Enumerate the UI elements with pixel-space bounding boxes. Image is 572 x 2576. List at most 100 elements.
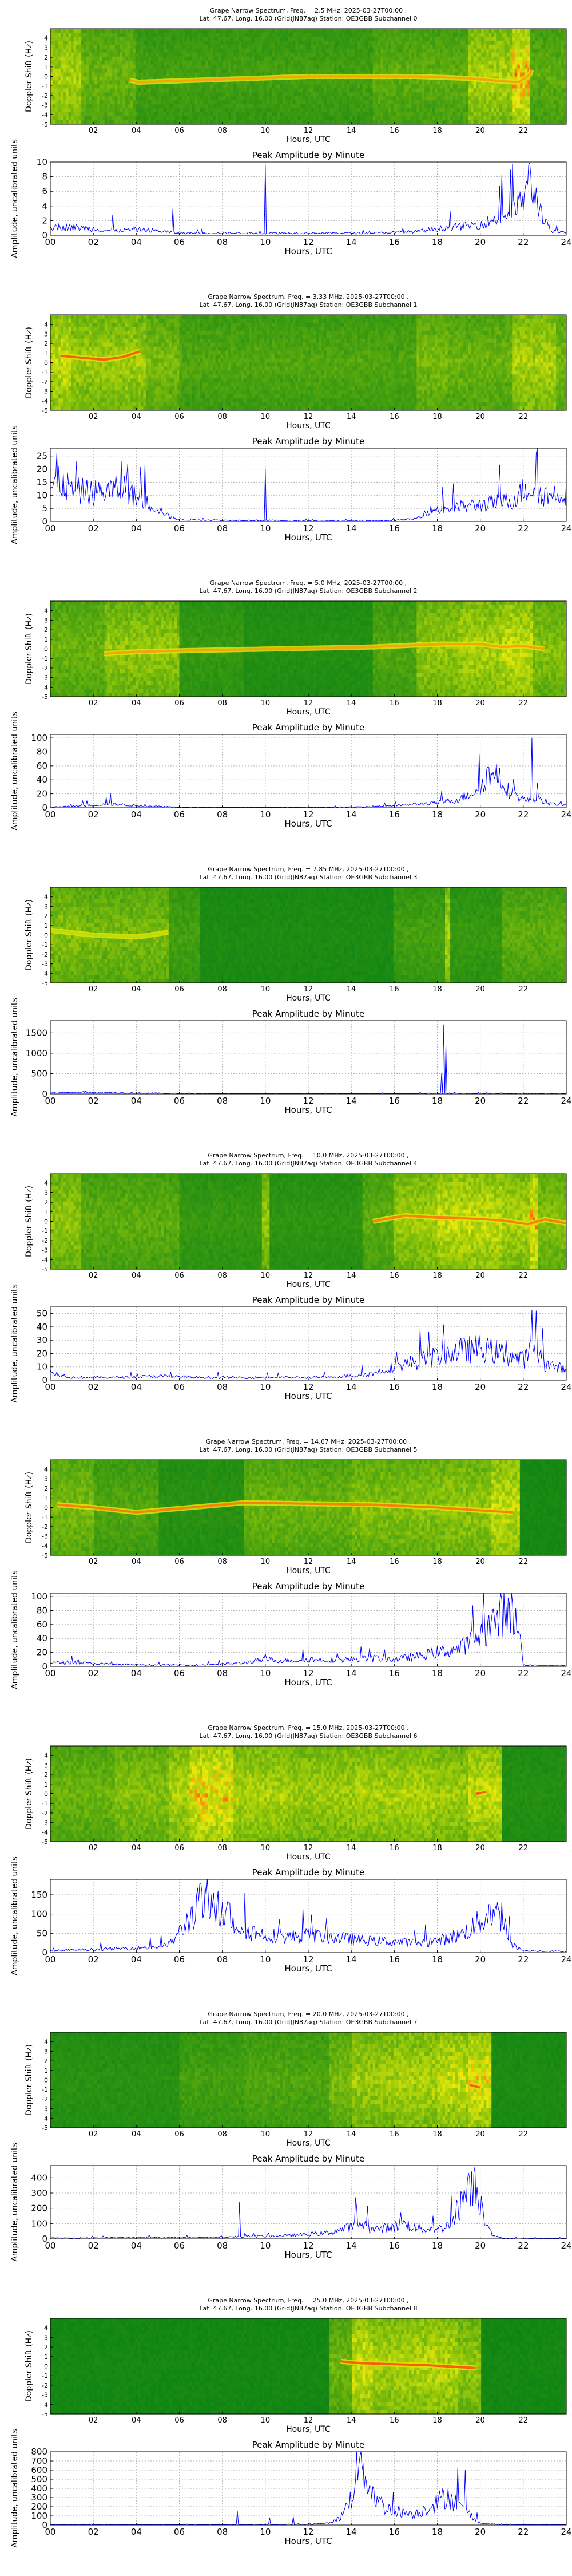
spectrum-cell bbox=[110, 45, 113, 49]
spectrum-cell bbox=[233, 69, 236, 73]
spectrum-cell bbox=[308, 49, 311, 53]
spectrum-cell bbox=[244, 65, 247, 69]
spectrum-cell bbox=[166, 41, 169, 45]
spectrum-cell bbox=[300, 96, 303, 101]
spectrum-cell bbox=[66, 80, 69, 85]
spectrum-cell bbox=[110, 108, 113, 113]
spectrum-cell bbox=[92, 69, 94, 73]
spectrum-cell bbox=[277, 104, 280, 109]
spectrum-cell bbox=[185, 29, 188, 33]
spectrum-cell bbox=[197, 116, 200, 121]
spectrum-cell bbox=[182, 33, 185, 37]
spectrum-cell bbox=[172, 49, 174, 53]
spectrum-cell bbox=[223, 116, 226, 121]
spectrum-cell bbox=[76, 29, 79, 33]
spectrum-cell bbox=[53, 88, 56, 93]
spectrum-cell bbox=[285, 88, 288, 93]
spectrum-cell bbox=[308, 57, 311, 61]
spectrum-cell bbox=[55, 61, 58, 65]
spectrum-cell bbox=[195, 84, 198, 89]
spectrum-cell bbox=[76, 61, 79, 65]
spectrum-title: Grape Narrow Spectrum, Freq. = 2.5 MHz, … bbox=[210, 7, 407, 14]
spectrum-cell bbox=[257, 29, 260, 33]
spectrum-cell bbox=[172, 53, 174, 57]
spectrum-cell bbox=[102, 104, 105, 109]
spectrum-cell bbox=[136, 57, 138, 61]
spectrum-cell bbox=[298, 61, 301, 65]
spectrum-cell bbox=[208, 112, 210, 117]
spectrum-cell bbox=[133, 53, 136, 57]
spectrum-cell bbox=[298, 29, 301, 33]
spectrum-cell bbox=[66, 53, 69, 57]
spectrum-cell bbox=[202, 100, 205, 105]
spectrum-cell bbox=[97, 45, 100, 49]
spectrum-cell bbox=[164, 65, 166, 69]
spectrum-cell bbox=[295, 84, 298, 89]
spectrum-cell bbox=[269, 80, 272, 85]
spectrum-cell bbox=[283, 53, 285, 57]
spectrum-cell bbox=[105, 92, 108, 97]
spectrum-cell bbox=[120, 104, 123, 109]
spectrum-cell bbox=[92, 88, 94, 93]
spectrum-cell bbox=[200, 49, 203, 53]
spectrum-cell bbox=[197, 104, 200, 109]
spectrum-cell bbox=[125, 96, 128, 101]
spectrum-cell bbox=[300, 100, 303, 105]
spectrum-cell bbox=[308, 41, 311, 45]
spectrum-cell bbox=[275, 45, 277, 49]
spectrum-cell bbox=[236, 45, 239, 49]
spectrum-cell bbox=[269, 41, 272, 45]
spectrum-cell bbox=[185, 45, 188, 49]
spectrum-cell bbox=[213, 61, 216, 65]
spectrum-cell bbox=[172, 73, 174, 77]
spectrum-cell bbox=[141, 41, 144, 45]
spectrum-cell bbox=[81, 49, 84, 53]
spectrum-cell bbox=[69, 45, 72, 49]
spectrum-cell bbox=[94, 100, 97, 105]
spectrum-cell bbox=[138, 120, 141, 125]
spectrum-cell bbox=[161, 57, 164, 61]
spectrum-cell bbox=[180, 92, 182, 97]
spectrum-cell bbox=[53, 65, 56, 69]
spectrum-cell bbox=[319, 65, 321, 69]
spectrum-cell bbox=[158, 41, 161, 45]
spectrum-cell bbox=[254, 104, 257, 109]
spectrum-cell bbox=[244, 37, 247, 41]
spectrum-cell bbox=[249, 104, 252, 109]
spectrum-cell bbox=[133, 96, 136, 101]
spectrum-cell bbox=[305, 88, 308, 93]
spectrum-cell bbox=[84, 112, 87, 117]
spectrum-cell bbox=[259, 120, 262, 125]
spectrum-cell bbox=[316, 84, 319, 89]
spectrum-cell bbox=[300, 108, 303, 113]
spectrum-cell bbox=[102, 37, 105, 41]
spectrum-cell bbox=[112, 96, 115, 101]
spectrum-cell bbox=[226, 92, 229, 97]
spectrum-cell bbox=[53, 53, 56, 57]
spectrum-cell bbox=[122, 45, 125, 49]
spectrum-cell bbox=[146, 92, 149, 97]
spectrum-cell bbox=[272, 37, 275, 41]
spectrum-cell bbox=[197, 84, 200, 89]
spectrum-cell bbox=[213, 96, 216, 101]
spectrum-cell bbox=[280, 65, 283, 69]
spectrum-cell bbox=[277, 41, 280, 45]
spectrum-cell bbox=[190, 61, 193, 65]
spectrum-cell bbox=[58, 116, 61, 121]
spectrum-cell bbox=[187, 108, 190, 113]
spectrum-cell bbox=[105, 96, 108, 101]
spectrum-cell bbox=[277, 80, 280, 85]
spectrum-cell bbox=[252, 88, 255, 93]
spectrum-cell bbox=[295, 92, 298, 97]
spectrum-cell bbox=[283, 80, 285, 85]
spectrum-cell bbox=[247, 112, 249, 117]
spectrum-cell bbox=[239, 69, 241, 73]
spectrum-cell bbox=[249, 120, 252, 125]
spectrum-cell bbox=[143, 49, 146, 53]
spectrum-cell bbox=[277, 37, 280, 41]
spectrum-cell bbox=[61, 45, 63, 49]
spectrum-cell bbox=[190, 69, 193, 73]
spectrum-cell bbox=[192, 108, 195, 113]
spectrum-cell bbox=[275, 29, 277, 33]
spectrum-cell bbox=[216, 88, 219, 93]
